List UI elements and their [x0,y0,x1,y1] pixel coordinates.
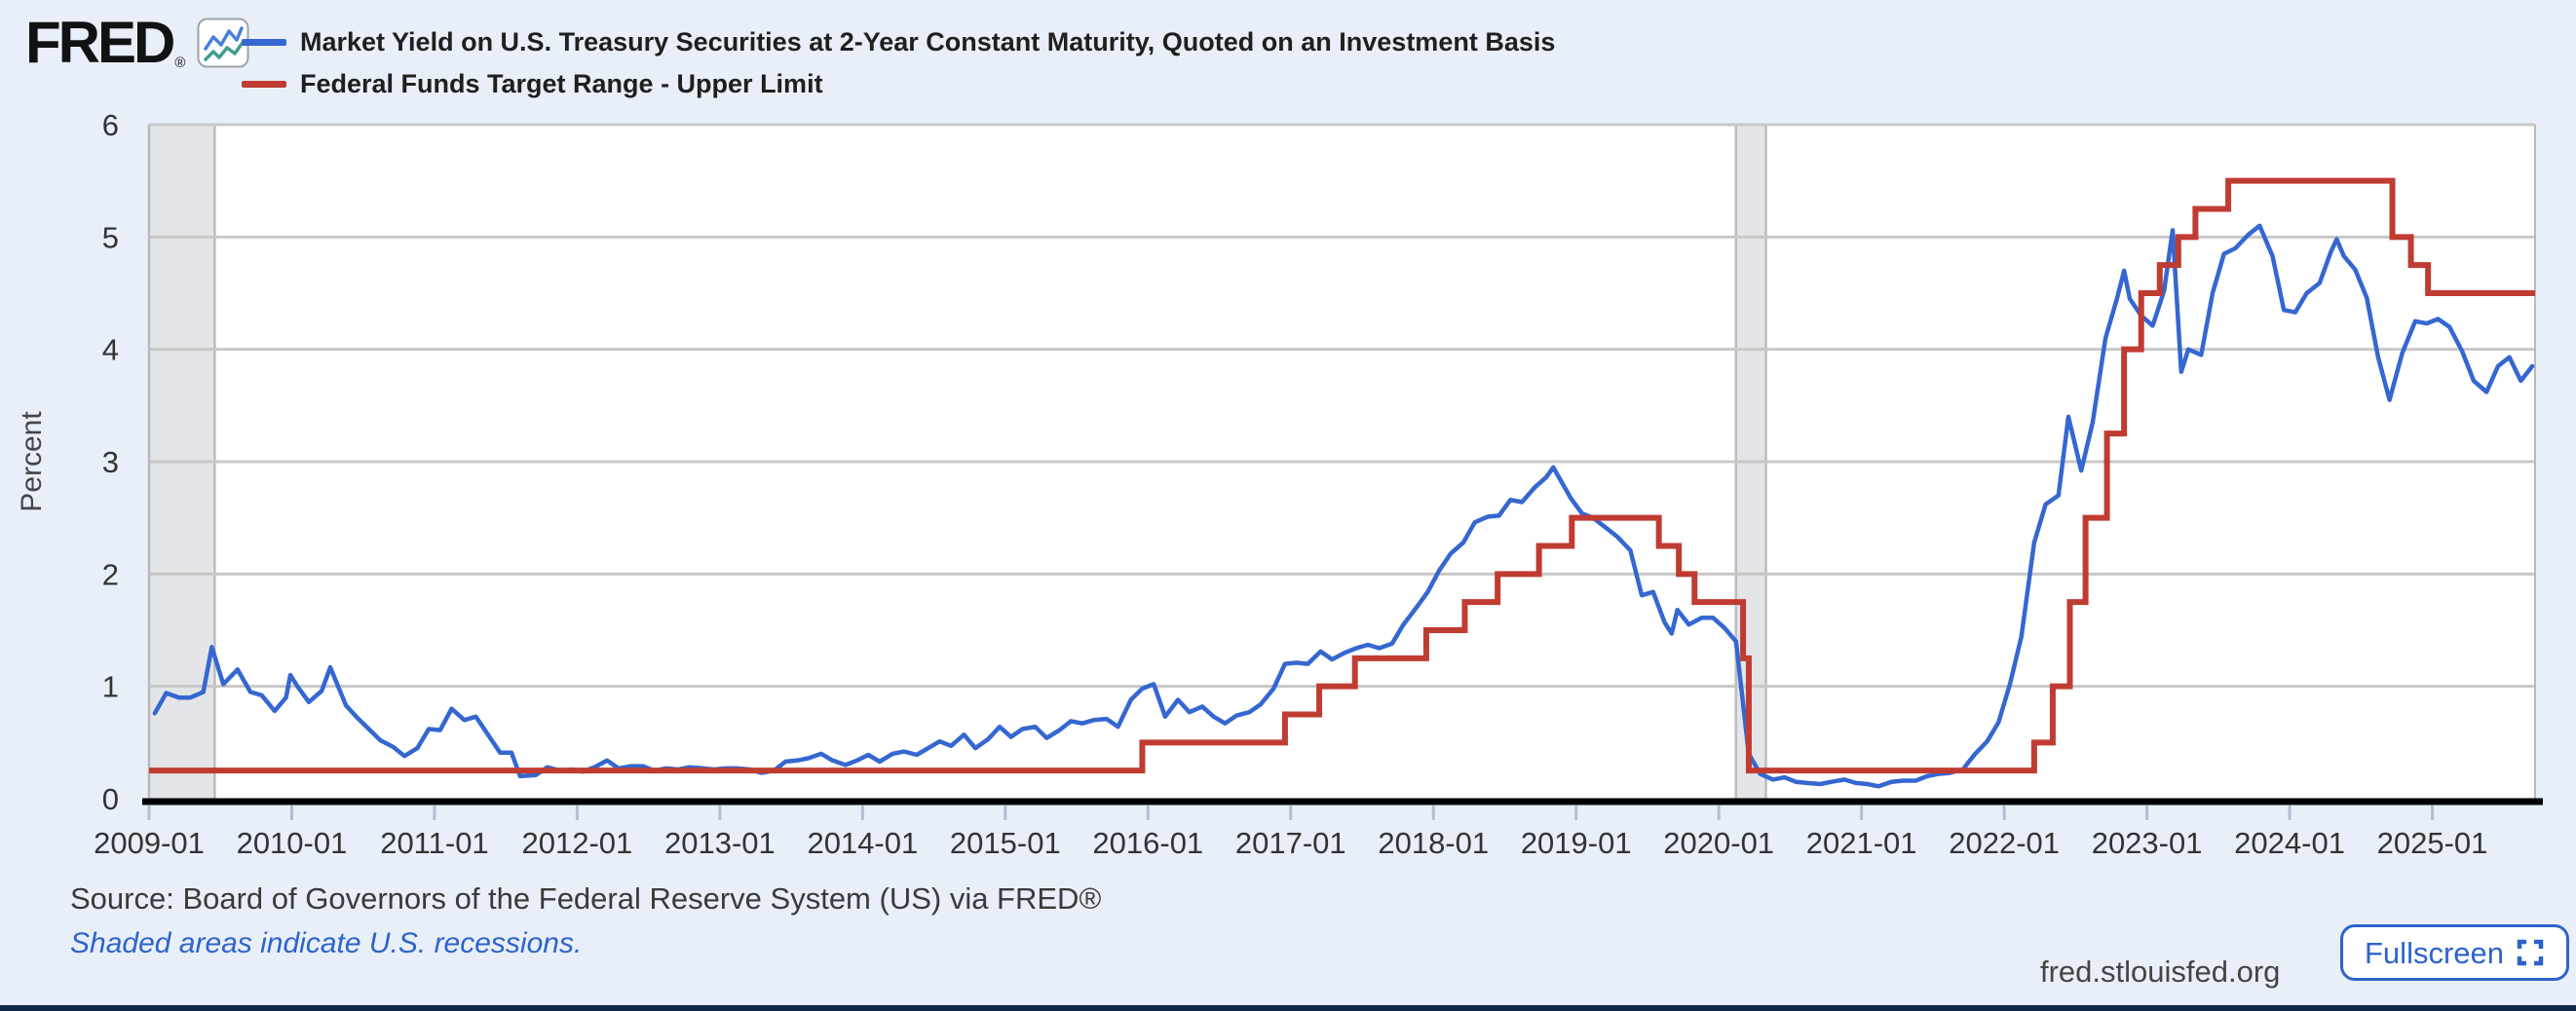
x-tick-label: 2019-01 [1521,826,1632,860]
legend-item-treasury: Market Yield on U.S. Treasury Securities… [242,27,1555,56]
fullscreen-button-label: Fullscreen [2365,935,2504,970]
x-tick-label: 2020-01 [1663,826,1774,860]
x-tick-label: 2022-01 [1949,826,2060,860]
x-tick-label: 2015-01 [950,826,1061,860]
y-tick-label: 0 [102,782,119,816]
chart-legend: Market Yield on U.S. Treasury Securities… [242,27,1555,111]
site-url: fred.stlouisfed.org [2040,955,2281,989]
x-tick-label: 2013-01 [664,826,776,860]
fred-logo: FRED ® [25,12,185,74]
y-tick-label: 3 [102,445,119,479]
expand-icon [2516,938,2545,967]
fed-funds-step-line [149,177,2535,774]
footer-accent-bar [0,1005,2576,1011]
source-attribution: Source: Board of Governors of the Federa… [70,881,1102,916]
legend-item-fed-funds: Federal Funds Target Range - Upper Limit [242,69,1555,98]
x-tick-label: 2025-01 [2377,826,2488,860]
fullscreen-button[interactable]: Fullscreen [2340,924,2569,981]
x-tick-label: 2023-01 [2092,826,2203,860]
x-tick-label: 2011-01 [380,826,488,860]
x-tick-label: 2024-01 [2234,826,2345,860]
fred-logo-text: FRED [25,10,175,75]
x-tick-label: 2017-01 [1235,826,1346,860]
x-tick-label: 2021-01 [1806,826,1917,860]
registered-trademark: ® [174,55,186,71]
fred-sparkline-icon [197,18,249,73]
y-tick-label: 2 [102,557,119,591]
x-tick-label: 2009-01 [94,826,205,860]
y-tick-label: 6 [102,108,119,142]
y-tick-label: 4 [102,333,119,367]
y-axis-title: Percent [16,411,48,512]
x-tick-label: 2018-01 [1378,826,1489,860]
y-tick-label: 1 [102,670,119,704]
y-tick-label: 5 [102,220,119,254]
fed-funds-series-swatch [242,80,286,88]
recession-note: Shaded areas indicate U.S. recessions. [70,927,583,959]
x-tick-label: 2014-01 [807,826,918,860]
treasury-series-label: Market Yield on U.S. Treasury Securities… [300,27,1556,56]
fed-funds-series-label: Federal Funds Target Range - Upper Limit [300,69,823,98]
fred-header: FRED ® [25,12,249,74]
x-tick-label: 2010-01 [237,826,348,860]
treasury-series-swatch [242,38,286,46]
x-tick-label: 2012-01 [522,826,633,860]
x-tick-label: 2016-01 [1092,826,1203,860]
